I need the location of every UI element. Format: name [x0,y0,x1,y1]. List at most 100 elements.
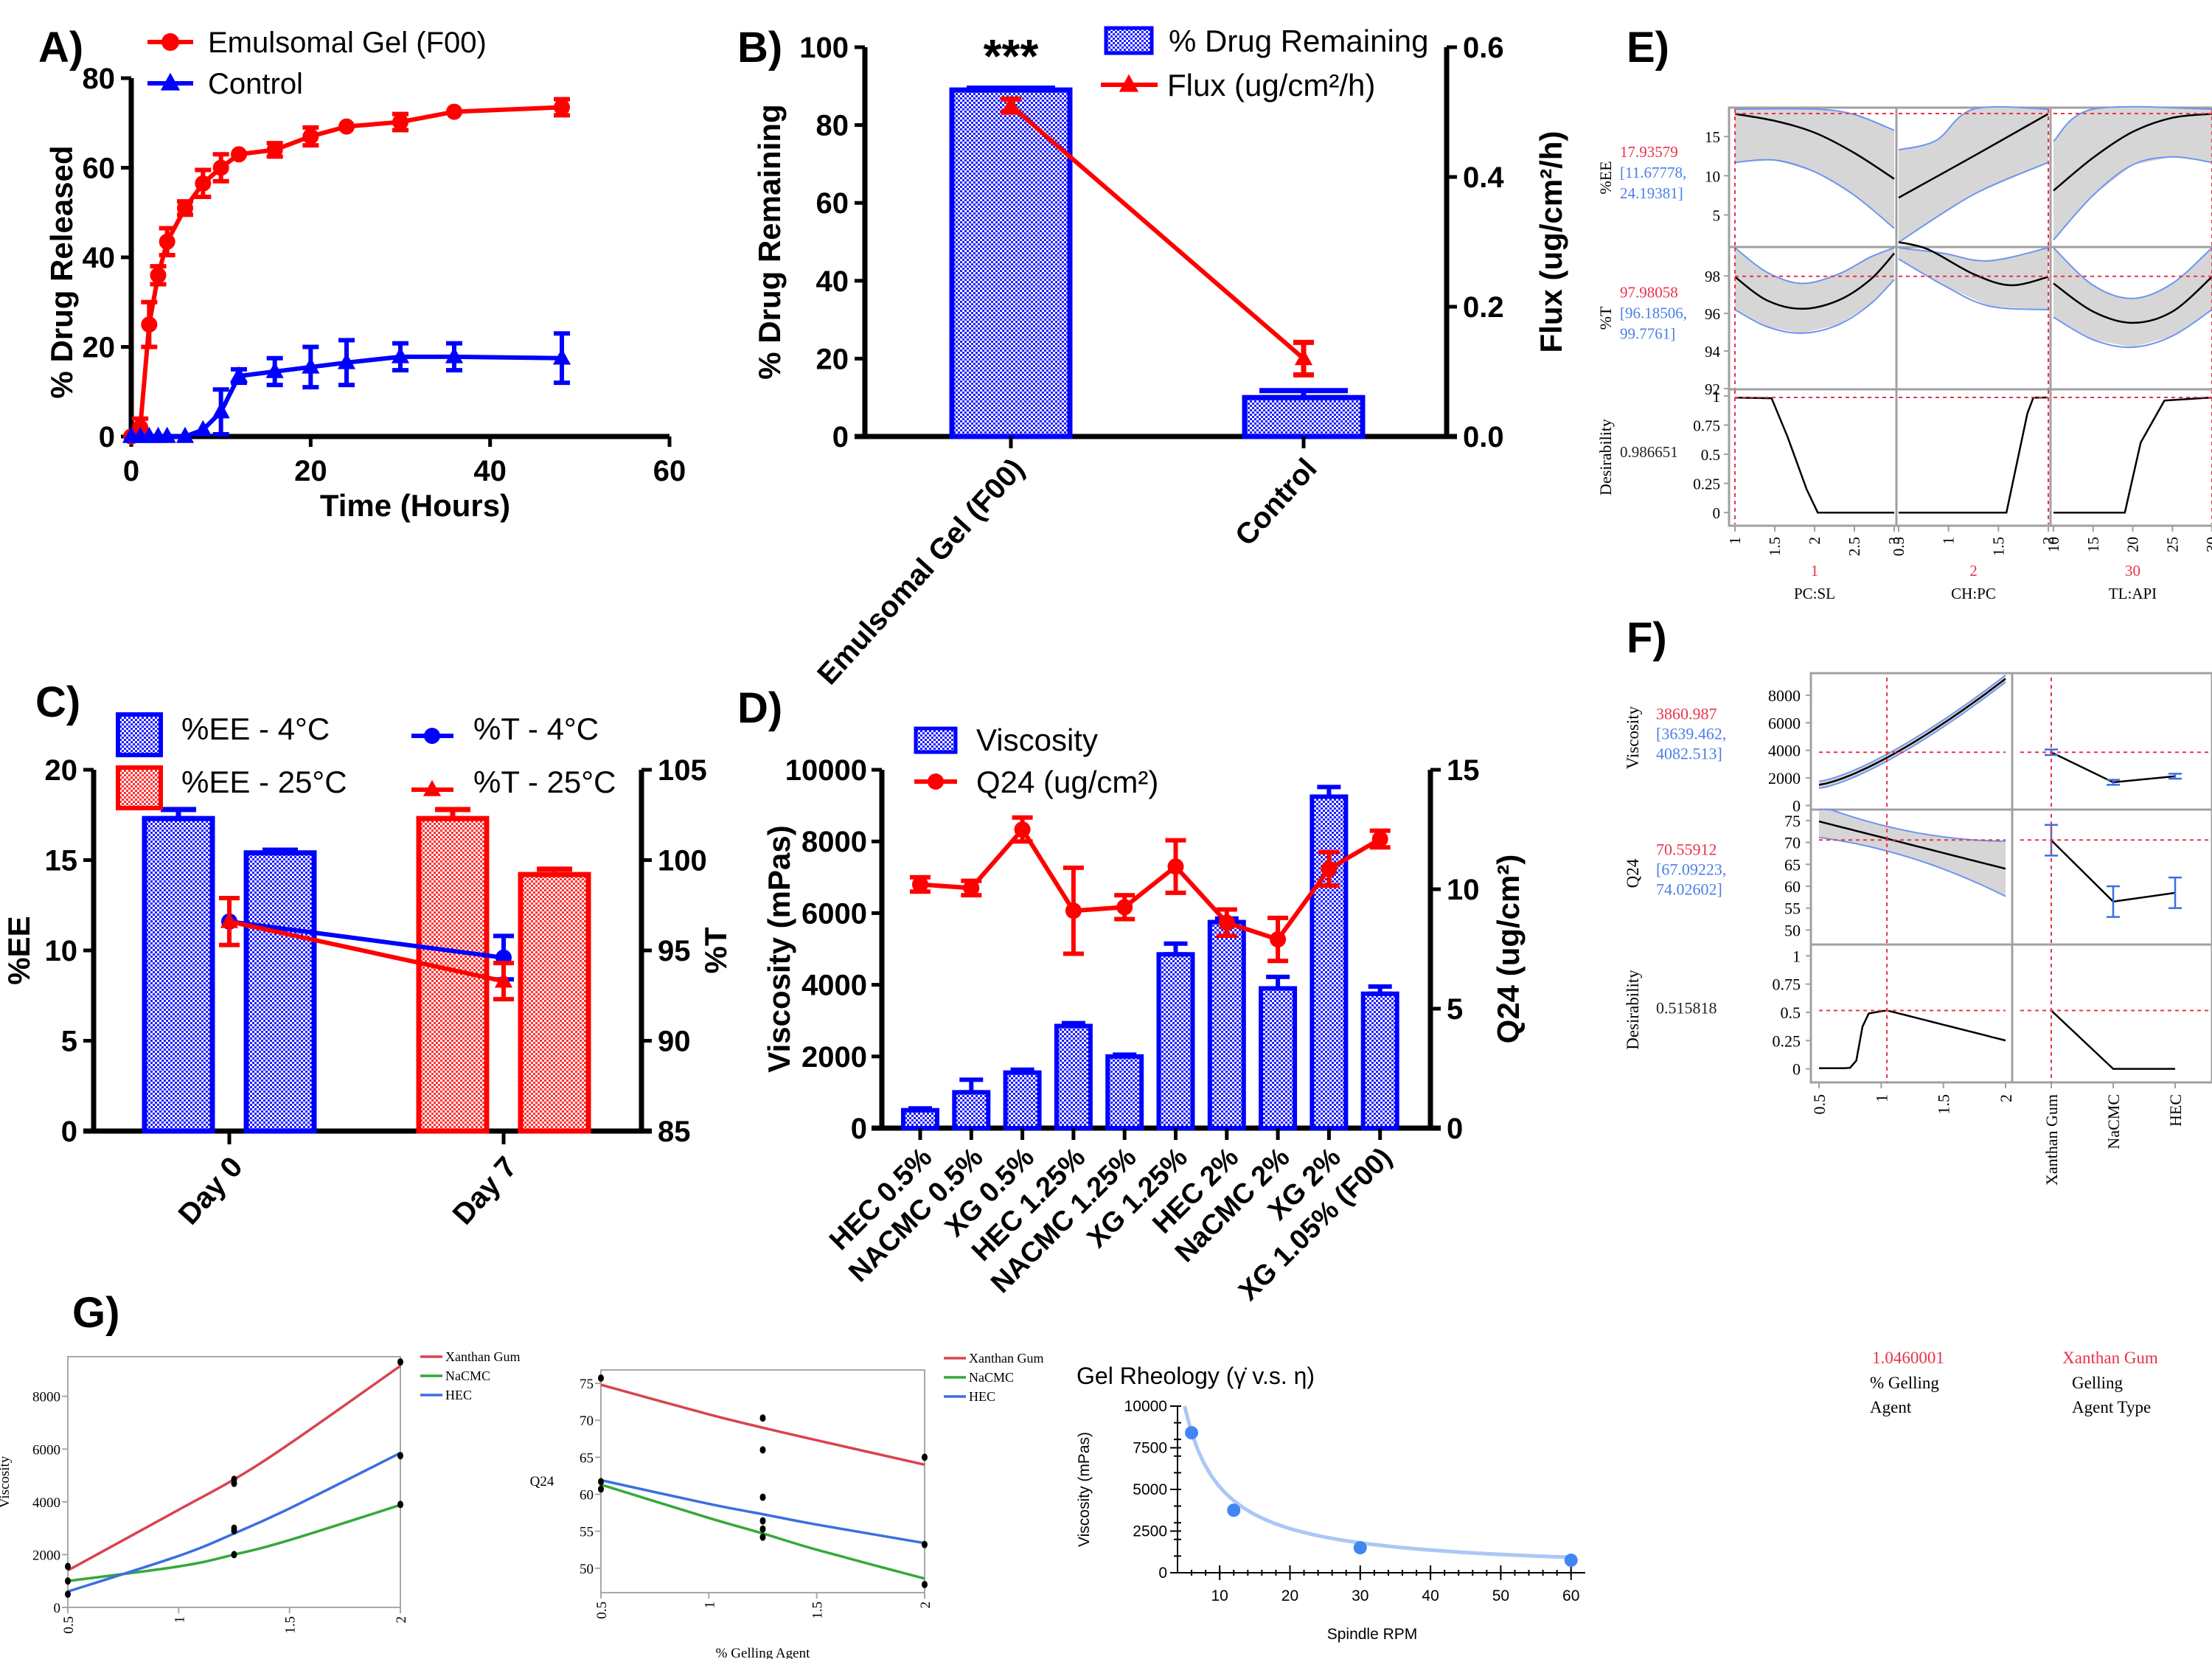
confidence-band [2053,248,2212,347]
y-tick-label: 2500 [1133,1523,1167,1540]
x-tick-label: 2 [1997,1094,2015,1102]
ci-lower [1818,681,2006,789]
observation-point [65,1577,71,1585]
flux-point [1001,96,1020,112]
response-name: Viscosity [1624,706,1642,769]
response-value: 3860.987 [1656,705,1717,723]
prediction-trace [2053,276,2212,324]
response-ci: [3639.462, [1656,725,1726,743]
data-point [220,911,239,928]
y-tick-label: 75 [1784,812,1801,830]
y-tick-label: 0.25 [1693,476,1720,493]
y-tick-label: 60 [83,153,116,185]
response-name: Desirability [1624,970,1642,1050]
legend-swatch [914,726,958,754]
observation-point [759,1493,766,1501]
x-tick-label: 30 [2203,537,2212,552]
data-point [494,971,513,988]
ci-upper [1734,247,1895,285]
y-tick-label: 60 [816,187,849,220]
panel-label: B) [737,24,782,72]
x-tick-label: Emulsomal Gel (F00) [811,453,1030,691]
y-tick-label: 10000 [785,754,867,787]
legend-swatch [1104,26,1154,55]
panel-e: E)%EE17.93579[11.67778,24.19381]51015%T9… [1596,24,2212,602]
panel-label: D) [737,684,782,732]
q24-point [912,876,928,893]
data-point [1564,1554,1578,1568]
x-tick-label: Day 0 [173,1151,249,1231]
y-tick-label: 100 [799,32,849,64]
data-point [1227,1503,1241,1517]
x-tick-label: 20 [294,455,327,487]
y2-tick-label: 15 [1447,754,1480,787]
data-point [150,267,167,284]
prediction-trace [1734,252,1895,310]
data-point [266,142,283,159]
y-tick-label: 80 [83,63,116,95]
data-point [194,420,212,437]
x-tick-label: 1.5 [810,1601,826,1619]
y-tick-label: 4000 [1768,742,1801,760]
observation-point [397,1500,403,1509]
x-tick-label: 15 [2084,537,2102,552]
ci-lower [1734,159,1895,229]
bar [1105,1054,1144,1131]
fit-line-0 [67,1365,402,1572]
x-tick-label: 60 [1562,1587,1579,1604]
x-tick-label: 60 [653,455,686,487]
panel-f: F) Viscosity 3860.987 [3639.462, 4082.513] 0 2… [1624,614,2212,1416]
x-axis-label: Spindle RPM [1327,1626,1418,1643]
y-tick-label: 40 [816,265,849,298]
data-point [141,316,158,333]
q24-point [1321,860,1338,877]
observation-point [231,1479,237,1487]
legend-swatch [116,765,163,810]
prediction-trace [2053,396,2212,514]
panel-label: G) [72,1289,119,1337]
prediction-trace [1818,820,2006,870]
y2-tick-label: 0.0 [1463,421,1504,453]
observation-point [759,1525,766,1533]
legend-label: %T - 4°C [473,712,599,746]
plot-frame [600,1369,925,1593]
y-tick-label: 0 [1158,1565,1167,1582]
data-point [446,103,462,120]
response-ci: [96.18506, [1620,305,1687,322]
legend-marker [424,728,440,744]
x-tick-label: Xanthan Gum [2042,1094,2061,1186]
data-point [302,128,319,145]
factor-name: PC:SL [1794,585,1835,602]
observation-point [231,1551,237,1559]
bar [901,1107,939,1130]
response-name: Desirability [1596,419,1615,495]
legend-label: %T - 25°C [473,765,616,799]
profiler-frame [1728,106,2212,527]
y-axis-label: Viscosity (mPas) [1076,1432,1093,1547]
q24-point [1065,902,1082,919]
y-tick-label: 1 [1713,388,1721,406]
factor-current-value: 2 [1969,562,1978,580]
y-tick-label: 94 [1705,343,1721,361]
panel-b: B) 0 20 40 60 80 100 0.0 0.2 0.4 0.6 % Drug Remaini… [737,24,1568,691]
y-tick-label: 6000 [32,1442,60,1458]
ci-upper [1734,108,1895,131]
data-point [177,200,193,217]
response-name: %T [1596,306,1615,330]
y-tick-label: 6000 [801,897,867,930]
ci-lower [1818,836,2006,897]
observation-point [759,1414,766,1422]
observation-point [598,1374,604,1382]
legend-label: HEC [445,1388,472,1402]
bar [1259,986,1298,1130]
observation-point [759,1533,766,1541]
y-tick-label: 4000 [801,970,867,1002]
x-tick-label: 1.5 [283,1616,299,1634]
panel-label: C) [35,678,80,726]
legend-label: HEC [969,1389,995,1404]
y-tick-label: 60 [1784,877,1801,896]
y-tick-label: 0.25 [1773,1032,1801,1050]
factor-name: Agent [1870,1398,1912,1416]
x-tick-label: 1.5 [1766,537,1784,556]
